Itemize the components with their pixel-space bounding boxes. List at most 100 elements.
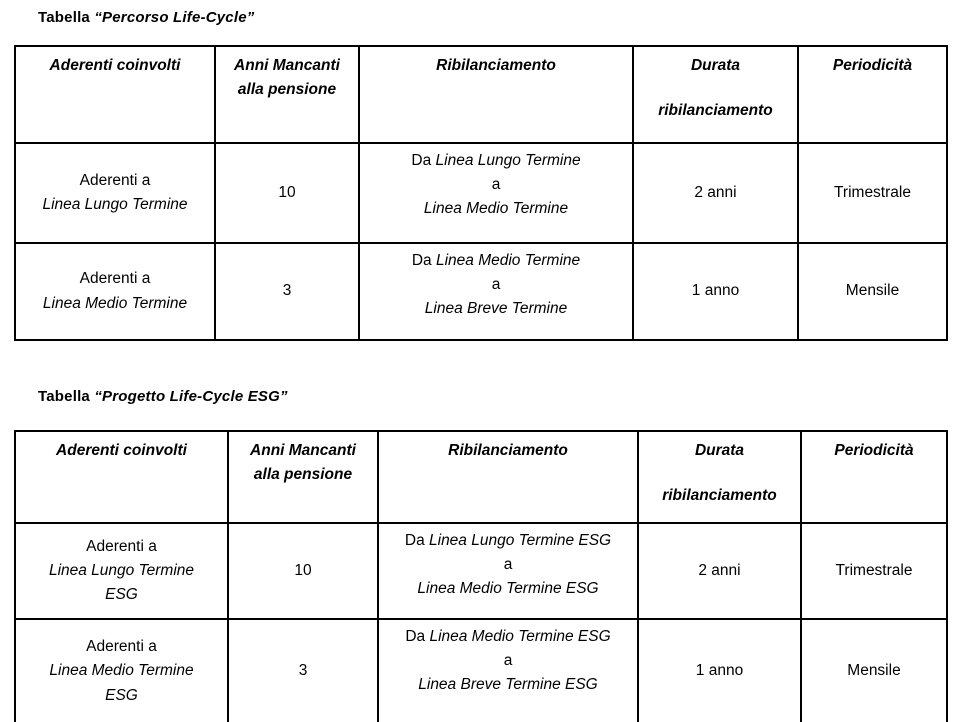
header-text: Durata bbox=[694, 442, 745, 459]
cell-periodicity: Trimestrale bbox=[800, 522, 948, 620]
periodicity-value: Mensile bbox=[847, 662, 901, 680]
rebalance-prefix: Da bbox=[411, 152, 436, 169]
header-text: alla pensione bbox=[253, 466, 353, 484]
title-prefix: Tabella bbox=[38, 388, 95, 405]
header-text: ribilanciamento bbox=[658, 102, 773, 120]
rebalance-from: Linea Medio Termine bbox=[435, 252, 581, 269]
column-header-periodicita: Periodicità bbox=[800, 430, 948, 524]
table-header-row: Aderenti coinvolti Anni Mancanti alla pen… bbox=[14, 45, 948, 144]
member-line-suffix: ESG bbox=[105, 686, 138, 704]
table-row: Aderenti a Linea Lungo Termine 10 Da Line… bbox=[14, 142, 948, 244]
cell-periodicity: Mensile bbox=[800, 618, 948, 722]
cell-rebalancing: Da Linea Medio Termine ESG a Linea Breve T… bbox=[377, 618, 639, 722]
cell-years-to-pension: 10 bbox=[214, 142, 360, 244]
header-text: alla pensione bbox=[237, 81, 337, 99]
column-header-durata-ribilanciamento: Durata ribilanciamento bbox=[637, 430, 802, 524]
header-text: ribilanciamento bbox=[662, 487, 777, 505]
cell-rebalancing: Da Linea Lungo Termine a Linea Medio Termi… bbox=[358, 142, 634, 244]
rebalance-prefix: Da bbox=[411, 252, 436, 269]
cell-duration: 2 anni bbox=[637, 522, 802, 620]
rebalance-to: Linea Breve Termine bbox=[424, 300, 568, 318]
column-header-periodicita: Periodicità bbox=[797, 45, 948, 144]
cell-members: Aderenti a Linea Medio Termine bbox=[14, 242, 216, 341]
column-header-anni-mancanti: Anni Mancanti alla pensione bbox=[214, 45, 360, 144]
header-text: Periodicità bbox=[834, 442, 914, 459]
member-text: Aderenti a bbox=[79, 270, 151, 288]
cell-years-to-pension: 3 bbox=[214, 242, 360, 341]
column-header-ribilanciamento: Ribilanciamento bbox=[377, 430, 639, 524]
column-header-ribilanciamento: Ribilanciamento bbox=[358, 45, 634, 144]
rebalance-from: Linea Lungo Termine bbox=[435, 152, 581, 169]
cell-rebalancing: Da Linea Medio Termine a Linea Breve Termi… bbox=[358, 242, 634, 341]
cell-rebalancing: Da Linea Lungo Termine ESG a Linea Medio T… bbox=[377, 522, 639, 620]
cell-years-to-pension: 10 bbox=[227, 522, 379, 620]
rebalance-from-line: Da Linea Lungo Termine ESG bbox=[383, 529, 633, 553]
title-quoted: “Progetto Life-Cycle ESG” bbox=[94, 388, 288, 405]
cell-duration: 2 anni bbox=[632, 142, 799, 244]
rebalance-prefix: Da bbox=[404, 532, 429, 549]
header-text: Aderenti coinvolti bbox=[56, 442, 187, 459]
rebalance-connector: a bbox=[503, 556, 513, 574]
header-text: Anni Mancanti bbox=[234, 57, 340, 74]
member-line-name: Linea Medio Termine bbox=[49, 662, 194, 680]
header-text: Anni Mancanti bbox=[250, 442, 356, 459]
title-quoted: “Percorso Life-Cycle” bbox=[94, 9, 255, 26]
years-value: 10 bbox=[294, 561, 312, 579]
header-text: Ribilanciamento bbox=[436, 57, 556, 74]
duration-value: 2 anni bbox=[694, 183, 737, 201]
table-progetto-life-cycle-esg: Aderenti coinvolti Anni Mancanti alla pen… bbox=[14, 430, 948, 722]
column-header-durata-ribilanciamento: Durata ribilanciamento bbox=[632, 45, 799, 144]
header-text: Ribilanciamento bbox=[448, 442, 568, 459]
rebalance-to: Linea Breve Termine ESG bbox=[418, 676, 598, 694]
rebalance-prefix: Da bbox=[405, 628, 430, 645]
title-prefix: Tabella bbox=[38, 9, 95, 26]
rebalance-from-line: Da Linea Medio Termine bbox=[364, 249, 628, 273]
header-text: Durata bbox=[690, 57, 741, 74]
rebalance-from-line: Da Linea Lungo Termine bbox=[364, 149, 628, 173]
duration-value: 1 anno bbox=[691, 282, 740, 300]
periodicity-value: Trimestrale bbox=[834, 183, 911, 201]
member-line-suffix: ESG bbox=[105, 586, 138, 603]
rebalance-from-line: Da Linea Medio Termine ESG bbox=[383, 625, 633, 649]
duration-value: 1 anno bbox=[695, 662, 744, 680]
rebalance-from: Linea Lungo Termine ESG bbox=[429, 532, 612, 549]
cell-years-to-pension: 3 bbox=[227, 618, 379, 722]
years-value: 3 bbox=[282, 282, 292, 300]
column-header-aderenti-coinvolti: Aderenti coinvolti bbox=[14, 45, 216, 144]
table-row: Aderenti a Linea Medio Termine 3 Da Linea… bbox=[14, 242, 948, 341]
cell-members: Aderenti a Linea Medio Termine ESG bbox=[14, 618, 229, 722]
rebalance-connector: a bbox=[491, 276, 501, 294]
cell-members: Aderenti a Linea Lungo Termine ESG bbox=[14, 522, 229, 620]
cell-duration: 1 anno bbox=[637, 618, 802, 722]
rebalance-connector: a bbox=[503, 652, 513, 670]
table-header-row: Aderenti coinvolti Anni Mancanti alla pen… bbox=[14, 430, 948, 524]
periodicity-value: Mensile bbox=[845, 282, 900, 300]
member-line-name: Linea Medio Termine bbox=[42, 294, 188, 312]
rebalance-from: Linea Medio Termine ESG bbox=[429, 628, 611, 645]
member-text: Aderenti a bbox=[79, 171, 151, 189]
cell-periodicity: Trimestrale bbox=[797, 142, 948, 244]
cell-periodicity: Mensile bbox=[797, 242, 948, 341]
table-row: Aderenti a Linea Medio Termine ESG 3 Da Li… bbox=[14, 618, 948, 722]
duration-value: 2 anni bbox=[698, 561, 741, 579]
cell-members: Aderenti a Linea Lungo Termine bbox=[14, 142, 216, 244]
header-text: Aderenti coinvolti bbox=[49, 57, 181, 74]
member-text: Aderenti a bbox=[86, 537, 157, 555]
cell-duration: 1 anno bbox=[632, 242, 799, 341]
table-title-percorso-life-cycle: Tabella “Percorso Life-Cycle” bbox=[38, 9, 962, 26]
years-value: 10 bbox=[278, 183, 296, 201]
member-text: Aderenti a bbox=[86, 638, 157, 656]
column-header-anni-mancanti: Anni Mancanti alla pensione bbox=[227, 430, 379, 524]
table-row: Aderenti a Linea Lungo Termine ESG 10 Da L… bbox=[14, 522, 948, 620]
member-line-name: Linea Lungo Termine bbox=[48, 561, 195, 579]
table-percorso-life-cycle: Aderenti coinvolti Anni Mancanti alla pen… bbox=[14, 45, 948, 341]
rebalance-to: Linea Medio Termine ESG bbox=[417, 580, 599, 598]
years-value: 3 bbox=[298, 662, 308, 680]
periodicity-value: Trimestrale bbox=[835, 561, 913, 579]
column-header-aderenti-coinvolti: Aderenti coinvolti bbox=[14, 430, 229, 524]
member-line-name: Linea Lungo Termine bbox=[42, 196, 188, 213]
rebalance-connector: a bbox=[491, 176, 501, 194]
rebalance-to: Linea Medio Termine bbox=[423, 200, 569, 218]
table-title-progetto-life-cycle-esg: Tabella “Progetto Life-Cycle ESG” bbox=[38, 388, 962, 405]
